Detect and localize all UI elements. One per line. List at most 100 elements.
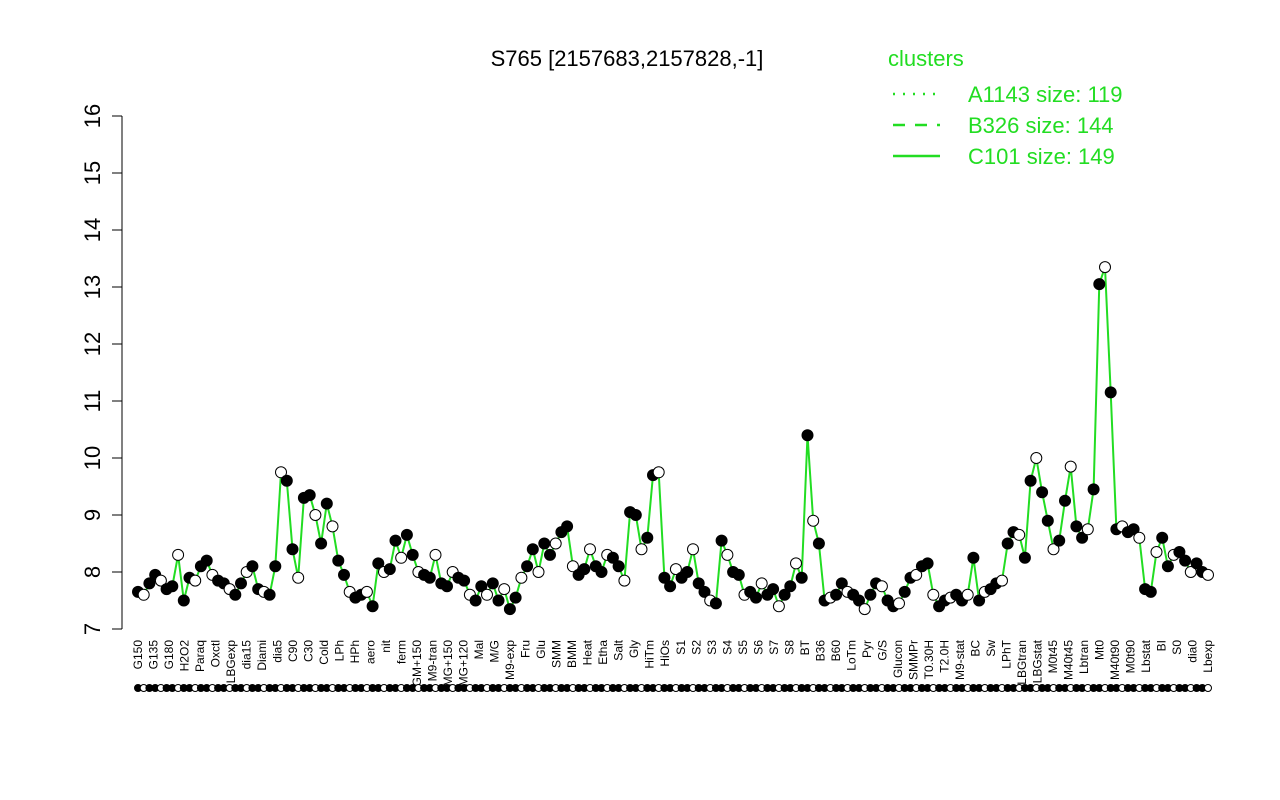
data-point [172,548,185,561]
data-point [681,566,694,578]
data-point [309,509,322,521]
data-point [338,568,350,581]
x-tick-label: M9-stat [953,639,967,680]
data-point [898,585,911,598]
data-point [795,571,808,584]
data-point [578,563,591,576]
data-point [406,548,419,561]
data-point [641,531,654,544]
data-point [549,537,562,550]
x-tick-label: S1 [674,640,688,655]
x-tick-label: S8 [782,640,796,655]
data-point [967,551,980,564]
x-tick-label: Glu [534,640,548,659]
data-point [366,600,379,613]
x-tick-label: BC [968,640,982,657]
data-point [755,577,768,590]
x-tick-label: Salt [612,639,626,660]
x-tick-label: aero [364,640,378,664]
data-point [635,543,648,556]
data-point [229,588,242,601]
x-tick-label: S7 [767,640,781,655]
data-point [996,574,1008,587]
data-point [921,557,934,570]
data-point [1127,523,1140,536]
data-point [790,557,802,570]
data-point [154,574,167,587]
x-tick-label: S5 [736,640,750,655]
y-tick-label: 8 [80,566,105,578]
data-point [1070,520,1083,533]
x-tick-label: LBGexp [224,640,238,684]
data-points [132,261,1214,616]
data-point [492,594,505,607]
data-point [1030,452,1043,464]
x-tick-label: G135 [147,640,161,670]
data-point [910,568,923,581]
x-tick-label: S0 [1170,640,1184,655]
x-tick-label: dia15 [240,640,254,670]
y-tick-label: 14 [80,218,105,242]
x-tick-label: S2 [689,640,703,655]
x-tick-label: T2.0H [937,640,951,673]
x-tick-label: B60 [829,640,843,662]
data-point [1041,514,1054,527]
data-point [326,520,339,533]
x-tick-label: Pyr [860,640,874,658]
data-point [1013,528,1026,541]
x-tick-label: HiTm [643,640,657,669]
data-point [652,466,665,479]
data-point [875,580,888,593]
x-tick-label: GM+150 [410,640,424,687]
data-point [246,560,259,573]
y-tick-label: 10 [80,446,105,470]
x-tick-label: C90 [286,640,300,662]
y-tick-label: 15 [80,161,105,185]
x-tick-label: S4 [720,640,734,655]
data-point [784,580,797,593]
data-point [263,588,276,601]
x-tick-label: C30 [302,640,316,662]
x-tick-label: Glucon [891,640,905,678]
data-point [1064,460,1077,473]
data-point [732,568,745,581]
x-tick-label: BMM [565,640,579,668]
chart-title: S765 [2157683,2157828,-1] [491,46,764,71]
data-point [1076,531,1089,544]
x-tick-label: MG+150 [441,640,455,687]
x-tick-label: M/G [488,640,502,663]
x-tick-label: SMMPr [906,640,920,680]
data-point [475,580,488,593]
x-tick-label: H2O2 [178,640,192,672]
data-point [835,577,848,590]
data-point [864,588,877,601]
data-point [400,528,413,541]
y-tick-label: 7 [80,623,105,635]
x-tick-label: S3 [705,640,719,655]
data-point [595,566,608,578]
data-point [1150,546,1163,558]
x-tick-label: BT [798,639,812,655]
x-tick-label: Lbtran [1077,640,1091,674]
data-point [853,594,865,607]
data-point [778,588,791,601]
x-tick-label: Etha [596,640,610,665]
data-point [1087,483,1100,496]
data-point [658,571,671,584]
data-point [709,597,722,610]
data-point [320,497,333,510]
data-point [189,574,202,587]
data-point [606,551,619,564]
y-tick-label: 9 [80,509,105,521]
data-point [235,577,247,590]
data-point [429,548,442,561]
data-point [275,466,287,479]
data-point [486,577,499,590]
data-point [669,563,682,576]
data-point [137,588,150,601]
data-point [618,574,631,587]
data-point [1161,560,1174,573]
x-tick-label: LPh [333,640,347,661]
data-point [629,509,642,521]
data-point [830,588,843,601]
